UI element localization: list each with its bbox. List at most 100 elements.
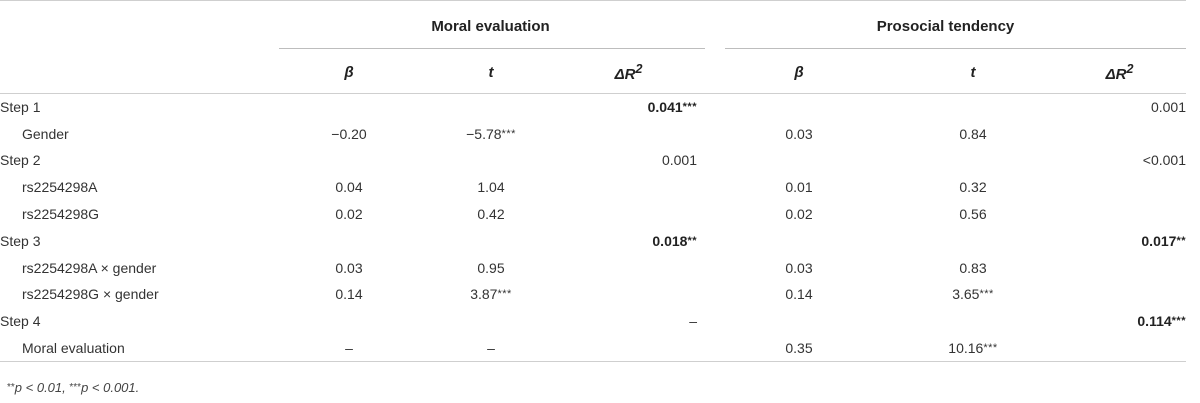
table-cell: – <box>276 334 422 362</box>
significance-stars: *** <box>1171 315 1186 328</box>
table-cell <box>422 227 560 254</box>
cell-value: −5.78 <box>466 125 502 142</box>
empty-corner <box>0 0 276 53</box>
table-cell: <0.001 <box>1053 147 1186 174</box>
table-cell: 1.04 <box>422 174 560 201</box>
table-cell <box>1053 254 1186 281</box>
table-cell: 0.041*** <box>560 94 705 121</box>
group-header-moral-evaluation: Moral evaluation <box>276 0 705 53</box>
row-label: Step 3 <box>0 232 41 249</box>
table-footnote: **p < 0.01, ***p < 0.001. <box>7 380 140 395</box>
table-cell <box>893 147 1053 174</box>
table-cell <box>1053 281 1186 308</box>
cell-value: – <box>487 339 495 356</box>
cell-value: −0.20 <box>331 125 367 142</box>
cell-value: 0.03 <box>335 259 363 276</box>
table-cell <box>560 120 705 147</box>
cell-value: – <box>689 313 697 330</box>
table-row: Step 2 0.001 <0.001 <box>0 147 1186 174</box>
cell-value: 0.42 <box>477 206 505 223</box>
table-row: rs2254298G × gender 0.14 3.87*** 0.14 3.65**… <box>0 281 1186 308</box>
table-cell: 0.02 <box>705 201 893 228</box>
table-row: rs2254298G 0.02 0.42 0.02 0.56 <box>0 201 1186 228</box>
table-cell <box>422 147 560 174</box>
column-header-row: β t ΔR2 β t ΔR2 <box>0 52 1186 94</box>
table-cell <box>1053 174 1186 201</box>
significance-stars: *** <box>682 101 697 114</box>
table-cell <box>276 147 422 174</box>
cell-value: 0.01 <box>785 179 813 196</box>
cell-value: 0.001 <box>1150 99 1186 116</box>
row-label: rs2254298A <box>22 179 98 196</box>
cell-value: 0.017 <box>1141 232 1177 249</box>
table-row: rs2254298A × gender 0.03 0.95 0.03 0.83 <box>0 254 1186 281</box>
empty-label-header <box>0 52 276 94</box>
table-cell: 3.87*** <box>422 281 560 308</box>
table-cell <box>893 227 1053 254</box>
table-cell <box>1053 334 1186 362</box>
cell-value: 10.16 <box>948 339 984 356</box>
col-header-beta-moral: β <box>276 52 422 94</box>
cell-value: – <box>345 339 353 356</box>
cell-value: <0.001 <box>1142 152 1186 169</box>
table-cell <box>705 94 893 121</box>
table-cell: 0.03 <box>276 254 422 281</box>
cell-value: 0.03 <box>785 259 813 276</box>
row-label: Step 1 <box>0 99 41 116</box>
table-cell <box>705 227 893 254</box>
table-row: Step 3 0.018** 0.017** <box>0 227 1186 254</box>
row-label: rs2254298G × gender <box>22 286 159 303</box>
col-header-delta-r2-moral: ΔR2 <box>560 52 705 94</box>
row-label: Step 2 <box>0 152 41 169</box>
table-cell: −5.78*** <box>422 120 560 147</box>
table-cell: – <box>422 334 560 362</box>
significance-stars: ** <box>687 234 697 247</box>
table-cell <box>560 254 705 281</box>
table-cell: – <box>560 308 705 335</box>
group-underline-prosocial <box>725 48 1186 49</box>
cell-value: 0.35 <box>785 339 813 356</box>
col-header-delta-r2-prosocial: ΔR2 <box>1053 52 1186 94</box>
significance-stars: *** <box>501 127 516 140</box>
cell-value: 1.04 <box>477 179 505 196</box>
table-cell: 0.83 <box>893 254 1053 281</box>
table-cell <box>893 94 1053 121</box>
table-cell: 0.114*** <box>1053 308 1186 335</box>
table-cell <box>560 334 705 362</box>
cell-value: 0.114 <box>1137 313 1172 330</box>
table-cell <box>276 227 422 254</box>
cell-value: 0.83 <box>959 259 987 276</box>
cell-value: 0.56 <box>959 206 987 223</box>
table-cell: 0.03 <box>705 120 893 147</box>
table-row: Step 1 0.041*** 0.001 <box>0 94 1186 121</box>
table-cell: 0.95 <box>422 254 560 281</box>
table-cell: 0.04 <box>276 174 422 201</box>
cell-value: 0.03 <box>785 125 813 142</box>
table-cell <box>705 147 893 174</box>
table-row: Step 4 – 0.114*** <box>0 308 1186 335</box>
table-cell <box>276 94 422 121</box>
cell-value: 0.04 <box>335 179 363 196</box>
cell-value: 0.84 <box>959 125 987 142</box>
regression-table: Moral evaluation Prosocial tendency β t … <box>0 0 1186 362</box>
group-underline-moral <box>279 48 705 49</box>
table-cell <box>893 308 1053 335</box>
table-cell <box>1053 201 1186 228</box>
cell-value: 0.018 <box>652 232 688 249</box>
cell-value: 0.02 <box>335 206 363 223</box>
table-cell <box>276 308 422 335</box>
table-cell: 0.14 <box>705 281 893 308</box>
table-row: Gender −0.20 −5.78*** 0.03 0.84 <box>0 120 1186 147</box>
table-cell: 0.32 <box>893 174 1053 201</box>
table-cell: 0.02 <box>276 201 422 228</box>
table-row: Moral evaluation – – 0.35 10.16*** <box>0 334 1186 362</box>
significance-stars: *** <box>979 288 994 301</box>
table-body: Step 1 0.041*** 0.001 Gender −0.20 −5.78*** 0.… <box>0 94 1186 362</box>
table-cell <box>1053 120 1186 147</box>
table-cell <box>560 281 705 308</box>
group-header-row: Moral evaluation Prosocial tendency <box>0 0 1186 53</box>
table-cell: 0.35 <box>705 334 893 362</box>
cell-value: 0.041 <box>647 99 683 116</box>
cell-value: 3.87 <box>470 286 498 303</box>
table-cell: 0.56 <box>893 201 1053 228</box>
